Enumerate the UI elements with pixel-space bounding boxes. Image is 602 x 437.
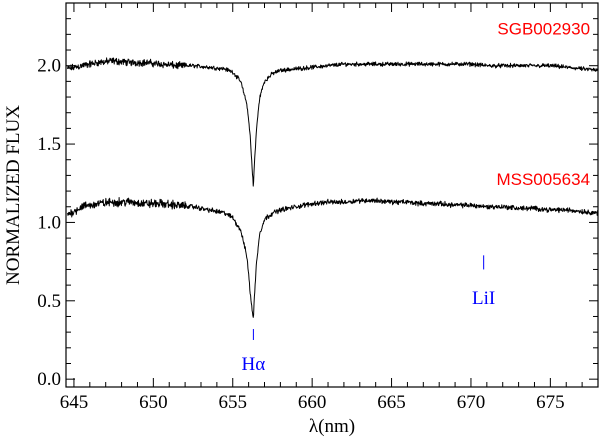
y-axis-title: NORMALIZED FLUX (3, 105, 24, 285)
chart-annotations: SGB002930 MSS005634 Hα LiI (242, 19, 591, 374)
series-label: SGB002930 (497, 19, 590, 38)
x-tick-label: 670 (457, 392, 486, 413)
x-tick-label: 660 (298, 392, 327, 413)
plot-axes (65, 2, 599, 388)
y-tick-label: 1.0 (37, 212, 61, 233)
y-tick-label: 0.0 (37, 369, 61, 390)
x-tick-label: 675 (536, 392, 565, 413)
x-axis-title: λ(nm) (309, 416, 355, 437)
x-axis-ticks: 645 650 655 660 665 670 675 (60, 3, 599, 413)
spectrum-line-sgb002930 (67, 57, 599, 187)
y-tick-label: 2.0 (37, 56, 61, 77)
y-tick-label: 1.5 (37, 134, 61, 155)
spectra-series (67, 57, 599, 318)
x-tick-label: 645 (60, 392, 89, 413)
series-label: MSS005634 (496, 170, 590, 189)
x-tick-label: 655 (218, 392, 247, 413)
x-tick-label: 650 (139, 392, 168, 413)
spectral-line-label: LiI (472, 288, 495, 309)
y-tick-label: 0.5 (37, 291, 61, 312)
x-tick-label: 665 (377, 392, 406, 413)
plot-frame (65, 2, 599, 388)
spectral-line-label: Hα (242, 354, 266, 375)
spectrum-line-mss005634 (67, 197, 599, 318)
y-axis-ticks: 0.0 0.5 1.0 1.5 2.0 (37, 2, 598, 390)
